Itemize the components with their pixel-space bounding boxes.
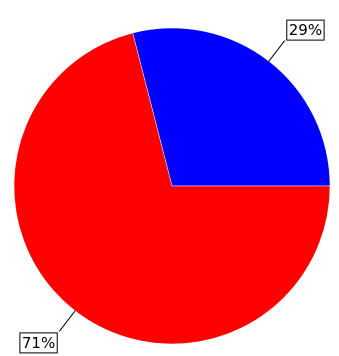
label-text: 29% bbox=[289, 21, 322, 39]
data-label: 29% bbox=[286, 19, 325, 41]
label-box bbox=[286, 19, 325, 41]
label-text: 71% bbox=[22, 334, 55, 352]
leader-line bbox=[58, 310, 76, 332]
pie-slice bbox=[132, 27, 331, 187]
label-box bbox=[19, 332, 58, 354]
leader-line bbox=[268, 40, 286, 62]
data-label: 71% bbox=[19, 332, 58, 354]
